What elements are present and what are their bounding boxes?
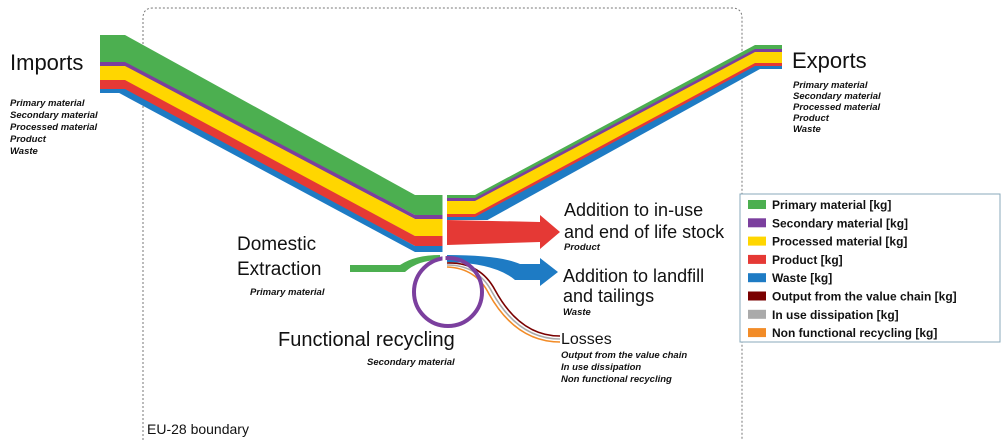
flows: [100, 35, 782, 343]
imports-item: Processed material: [10, 122, 97, 133]
legend-label: In use dissipation [kg]: [772, 308, 899, 322]
domestic-label: Domestic: [237, 234, 316, 255]
recycling-sub: Secondary material: [367, 357, 455, 368]
import-flow: [100, 80, 443, 246]
boundary-label: EU-28 boundary: [147, 421, 249, 437]
domestic-flow: [350, 255, 440, 272]
landfill-label: and tailings: [563, 286, 654, 306]
eu-boundary: [142, 7, 743, 440]
recycling-label: Functional recycling: [278, 329, 455, 351]
exports-item: Processed material: [793, 102, 880, 113]
export-flow: [447, 49, 782, 201]
legend-label: Processed material [kg]: [772, 235, 907, 249]
legend-swatch: [748, 328, 766, 338]
legend-swatch: [748, 236, 766, 246]
export-flow: [447, 52, 782, 214]
imports-item: Primary material: [10, 98, 85, 109]
legend-swatch: [748, 273, 766, 283]
legend-label: Secondary material [kg]: [772, 216, 908, 230]
legend-swatch: [748, 309, 766, 319]
recycling-loop: [412, 256, 484, 328]
stock-sub: Product: [564, 242, 601, 253]
legend-label: Non functional recycling [kg]: [772, 326, 937, 340]
losses-item: In use dissipation: [561, 362, 641, 373]
imports-item: Product: [10, 134, 47, 145]
import-flow: [100, 35, 443, 215]
legend: Primary material [kg] Secondary material …: [748, 198, 957, 340]
exports-item: Secondary material: [793, 91, 881, 102]
losses-label: Losses: [561, 331, 612, 348]
legend-label: Product [kg]: [772, 253, 843, 267]
loss-flow: [446, 264, 561, 340]
legend-swatch: [748, 254, 766, 264]
legend-label: Waste [kg]: [772, 271, 832, 285]
legend-swatch: [748, 218, 766, 228]
exports-label: Exports: [792, 48, 867, 73]
loss-flow: [446, 266, 561, 343]
losses-item: Non functional recycling: [561, 374, 672, 385]
legend-label: Primary material [kg]: [772, 198, 891, 212]
exports-item: Primary material: [793, 80, 868, 91]
legend-swatch: [748, 200, 766, 209]
exports-item: Product: [793, 113, 830, 124]
export-flow: [447, 66, 782, 220]
legend-label: Output from the value chain [kg]: [772, 290, 957, 304]
imports-item: Waste: [10, 146, 39, 157]
legend-swatch: [748, 291, 766, 301]
domestic-label: Extraction: [237, 259, 321, 280]
landfill-label: Addition to landfill: [563, 266, 704, 286]
stock-label: and end of life stock: [564, 222, 725, 242]
imports-item: Secondary material: [10, 110, 98, 121]
exports-item: Waste: [793, 124, 822, 135]
import-flow: [100, 89, 443, 252]
landfill-flow: [447, 255, 558, 286]
imports-label: Imports: [10, 50, 83, 75]
stock-flow: [447, 215, 560, 249]
export-flow: [447, 63, 782, 217]
import-flow: [100, 66, 443, 236]
landfill-sub: Waste: [563, 307, 592, 318]
stock-label: Addition to in-use: [564, 200, 703, 220]
legend-box: [739, 193, 1001, 343]
export-flow: [447, 45, 782, 198]
losses-item: Output from the value chain: [561, 350, 687, 361]
import-flow: [100, 62, 443, 219]
domestic-sub: Primary material: [250, 287, 325, 298]
